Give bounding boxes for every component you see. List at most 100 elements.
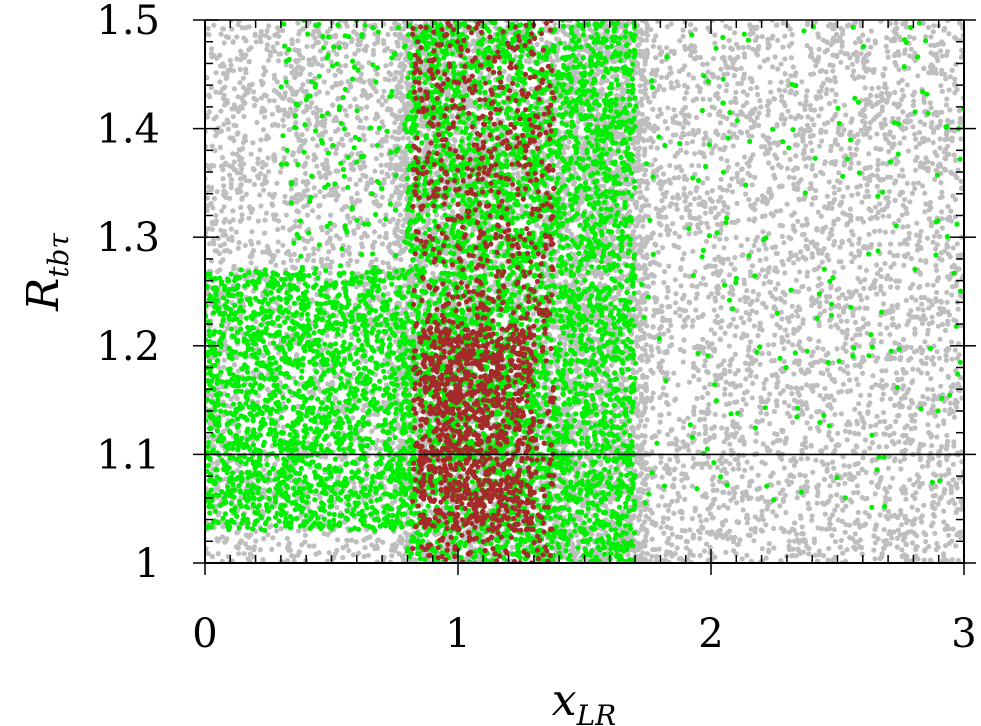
data-point (693, 114, 700, 121)
data-point (921, 96, 927, 102)
data-point (668, 21, 674, 27)
data-point (354, 197, 360, 203)
data-point (724, 211, 731, 217)
data-point (856, 240, 862, 246)
data-point (666, 411, 672, 417)
data-point (273, 262, 279, 268)
data-point (400, 222, 406, 229)
data-point (704, 175, 710, 181)
data-point (659, 494, 665, 500)
data-point (842, 529, 848, 536)
data-point (735, 112, 741, 119)
data-point (854, 483, 861, 489)
data-point (720, 208, 726, 214)
data-point (756, 247, 762, 253)
data-point (272, 461, 278, 467)
data-point (840, 550, 846, 556)
data-point (917, 233, 923, 239)
data-point (726, 37, 732, 44)
data-point (274, 79, 280, 85)
data-point (318, 174, 324, 180)
data-point (236, 240, 242, 246)
data-point (646, 332, 653, 339)
data-point (381, 88, 387, 94)
data-point (258, 137, 264, 143)
data-point (820, 171, 826, 177)
data-point (346, 244, 352, 250)
data-point (219, 155, 226, 161)
data-point (900, 336, 907, 343)
data-point (311, 251, 317, 257)
data-point (713, 298, 719, 304)
data-point (807, 425, 813, 431)
data-point (664, 125, 671, 131)
data-point (842, 341, 848, 347)
data-point (907, 199, 913, 205)
data-point (752, 201, 758, 207)
data-point (731, 72, 738, 79)
data-point (802, 103, 808, 109)
data-point (838, 411, 845, 417)
data-point (697, 535, 703, 542)
data-point (763, 246, 769, 252)
data-point (739, 474, 745, 480)
data-point (247, 204, 253, 210)
data-point (277, 169, 284, 175)
data-point (687, 527, 693, 533)
data-point (649, 352, 655, 359)
data-point (763, 555, 769, 561)
data-point (834, 178, 841, 184)
data-point (885, 508, 892, 515)
data-point (823, 69, 829, 75)
data-point (321, 79, 327, 85)
data-point (255, 160, 261, 166)
data-point (786, 43, 792, 49)
data-point (712, 331, 718, 337)
data-point (738, 243, 744, 249)
data-point (887, 396, 894, 402)
data-point (710, 56, 717, 62)
data-point (908, 344, 914, 351)
data-point (385, 31, 391, 38)
data-point (833, 111, 839, 117)
data-point (947, 400, 953, 406)
data-point (650, 370, 656, 376)
data-point (654, 145, 661, 151)
data-point (744, 236, 751, 242)
data-point (941, 508, 947, 514)
data-point (271, 98, 277, 104)
data-point (900, 202, 906, 208)
data-point (860, 316, 867, 322)
data-point (743, 376, 749, 382)
data-point (713, 130, 719, 136)
data-point (772, 332, 778, 338)
data-point (657, 419, 663, 425)
data-point (661, 331, 667, 337)
data-point (913, 144, 919, 150)
data-point (389, 553, 395, 559)
data-point (705, 390, 711, 396)
data-point (348, 137, 354, 143)
data-point (749, 395, 756, 401)
data-point (665, 431, 671, 438)
data-point (765, 447, 771, 454)
data-point (789, 303, 795, 309)
data-point (248, 260, 254, 266)
data-point (265, 155, 271, 161)
data-point (379, 137, 385, 143)
data-point (791, 371, 797, 377)
data-point (913, 136, 919, 142)
data-point (782, 88, 788, 94)
data-point (794, 495, 800, 501)
data-point (264, 42, 271, 48)
data-point (205, 25, 211, 32)
data-point (946, 87, 952, 93)
data-point (918, 295, 924, 301)
data-point (835, 216, 841, 222)
data-point (662, 269, 668, 275)
data-point (661, 279, 667, 286)
data-point (803, 237, 809, 243)
data-point (340, 252, 346, 258)
data-point (755, 472, 761, 478)
data-point (738, 80, 745, 86)
